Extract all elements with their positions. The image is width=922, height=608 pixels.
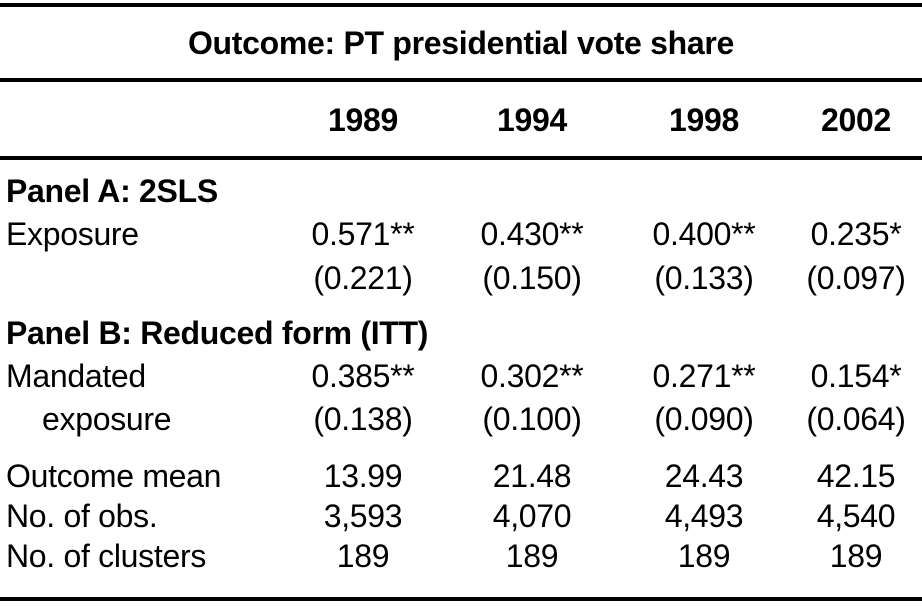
col-header-1998: 1998 — [669, 102, 739, 138]
estimate-cell: 0.235* — [810, 216, 902, 252]
num-obs-row: No. of obs. 3,593 4,070 4,493 4,540 — [0, 496, 922, 536]
se-cell: (0.100) — [482, 401, 582, 437]
summary-block: Outcome mean 13.99 21.48 24.43 42.15 No.… — [0, 456, 922, 576]
num-clusters-row: No. of clusters 189 189 189 189 — [0, 536, 922, 576]
se-cell: (0.064) — [806, 401, 906, 437]
panel-b-row-label-line2: exposure — [42, 401, 172, 437]
bottom-rule — [0, 597, 922, 601]
panel-b-se-row: exposure (0.138) (0.100) (0.090) (0.064) — [0, 398, 922, 440]
se-cell: (0.090) — [654, 401, 754, 437]
estimate-cell: 0.154* — [810, 358, 902, 394]
panel-b-header: Panel B: Reduced form (ITT) — [6, 315, 429, 351]
header-spacer — [0, 100, 280, 140]
summary-row-label: Outcome mean — [6, 458, 222, 494]
summary-value: 4,493 — [664, 498, 744, 534]
estimate-cell: 0.385** — [311, 358, 415, 394]
panel-a-row-label: Exposure — [6, 216, 139, 252]
panel-b-estimate-row: Mandated 0.385** 0.302** 0.271** 0.154* — [0, 354, 922, 398]
summary-row-label: No. of obs. — [6, 498, 158, 534]
panel-a-se-row: (0.221) (0.150) (0.133) (0.097) — [0, 256, 922, 300]
col-header-2002: 2002 — [821, 102, 891, 138]
summary-value: 3,593 — [323, 498, 403, 534]
panel-a-estimate-row: Exposure 0.571** 0.430** 0.400** 0.235* — [0, 212, 922, 256]
se-cell: (0.221) — [313, 260, 413, 296]
estimate-cell: 0.430** — [480, 216, 584, 252]
estimate-cell: 0.302** — [480, 358, 584, 394]
top-rule — [0, 3, 922, 7]
header-rule — [0, 156, 922, 160]
summary-value: 189 — [677, 538, 731, 574]
panel-b-row-label-line1: Mandated — [6, 358, 146, 394]
estimate-cell: 0.271** — [652, 358, 756, 394]
estimate-cell: 0.571** — [311, 216, 415, 252]
summary-value: 21.48 — [492, 458, 572, 494]
title-rule — [0, 78, 922, 82]
outcome-mean-row: Outcome mean 13.99 21.48 24.43 42.15 — [0, 456, 922, 496]
summary-row-label: No. of clusters — [6, 538, 207, 574]
col-header-1989: 1989 — [328, 102, 398, 138]
se-cell: (0.138) — [313, 401, 413, 437]
panel-a-header: Panel A: 2SLS — [6, 173, 218, 209]
summary-value: 13.99 — [323, 458, 403, 494]
summary-value: 189 — [505, 538, 559, 574]
table-title: Outcome: PT presidential vote share — [187, 25, 735, 61]
col-header-1994: 1994 — [497, 102, 567, 138]
summary-value: 189 — [336, 538, 390, 574]
se-cell: (0.097) — [806, 260, 906, 296]
summary-value: 24.43 — [664, 458, 744, 494]
year-header-row: 1989 1994 1998 2002 — [0, 100, 922, 140]
estimate-cell: 0.400** — [652, 216, 756, 252]
se-row-spacer — [0, 256, 280, 300]
summary-value: 189 — [829, 538, 883, 574]
summary-value: 42.15 — [816, 458, 896, 494]
se-cell: (0.150) — [482, 260, 582, 296]
summary-value: 4,540 — [816, 498, 896, 534]
se-cell: (0.133) — [654, 260, 754, 296]
summary-value: 4,070 — [492, 498, 572, 534]
